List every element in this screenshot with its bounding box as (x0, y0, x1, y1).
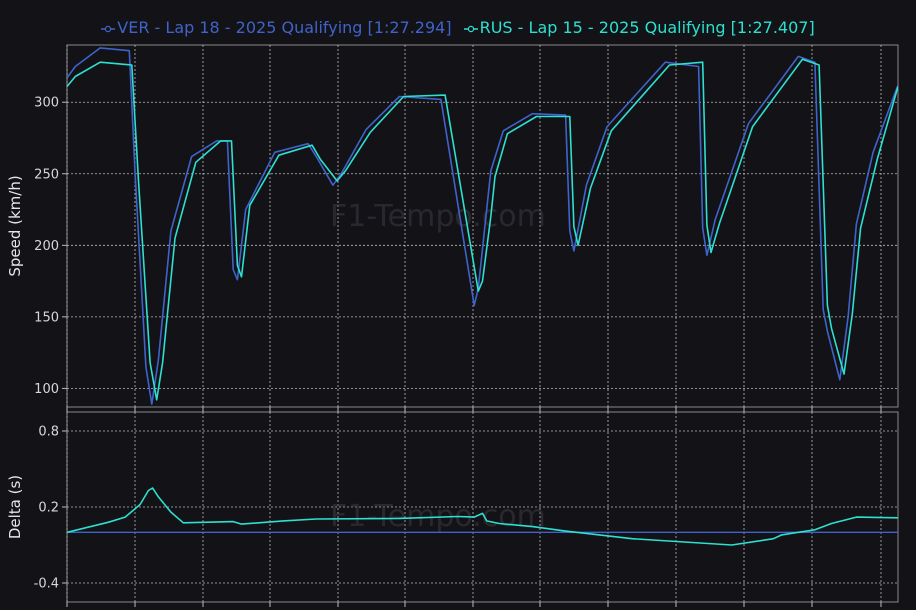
y-tick-label: 200 (34, 239, 59, 254)
y-axis-label: Delta (s) (6, 475, 24, 539)
legend-marker-icon (101, 25, 116, 32)
y-tick-label: 250 (34, 167, 59, 182)
legend-item-0[interactable]: VER - Lap 18 - 2025 Qualifying [1:27.294… (101, 18, 452, 37)
y-tick-label: 0.8 (38, 425, 59, 440)
legend-item-1[interactable]: RUS - Lap 15 - 2025 Qualifying [1:27.407… (463, 18, 815, 37)
y-tick-label: 150 (34, 310, 59, 325)
y-tick-label: 300 (34, 96, 59, 111)
legend-label: RUS - Lap 15 - 2025 Qualifying [1:27.407… (479, 18, 815, 37)
legend-label: VER - Lap 18 - 2025 Qualifying [1:27.294… (117, 18, 452, 37)
chart-legend: VER - Lap 18 - 2025 Qualifying [1:27.294… (0, 18, 916, 37)
watermark-top: F1-Tempo.com (330, 199, 546, 234)
delta-series-line-0 (67, 487, 898, 546)
y-tick-label: -0.4 (34, 577, 59, 592)
y-tick-label: 0.2 (38, 501, 59, 516)
speed-series-line-1 (67, 58, 898, 401)
legend-marker-icon (463, 25, 478, 32)
y-tick-label: 100 (34, 382, 59, 397)
y-axis-label: Speed (km/h) (6, 175, 24, 276)
